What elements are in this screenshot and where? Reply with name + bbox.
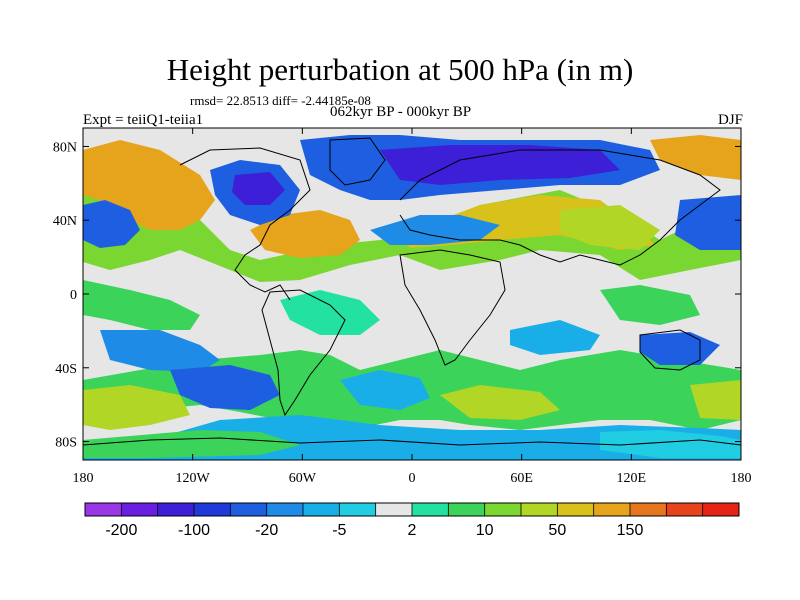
antarctic-turquoise — [600, 430, 741, 458]
lon-tick-label: 120E — [617, 471, 647, 486]
north-america-coast — [179, 147, 311, 301]
us-orange-anomaly — [250, 210, 360, 258]
colorbar-label: -20 — [255, 522, 278, 539]
colorbar-swatch — [666, 503, 704, 516]
colorbar-swatch — [85, 503, 122, 516]
colorbar-swatch — [521, 503, 558, 516]
season-label: DJF — [717, 112, 743, 128]
colorbar-swatch — [194, 503, 231, 516]
colorbar-label: 50 — [548, 522, 566, 539]
sh-blue-left — [100, 330, 220, 372]
lon-tick-label: 60W — [289, 471, 317, 486]
tropical-green-patch-3 — [600, 285, 700, 325]
lat-tick-label: 40S — [55, 362, 77, 377]
colorbar-swatch — [593, 503, 631, 516]
africa-coast — [399, 249, 506, 366]
longitude-axis: 180 120W 60W 0 60E 120E 180 — [73, 128, 752, 486]
page-title: Height perturbation at 500 hPa (in m) — [166, 52, 634, 87]
sh-yellow-left — [83, 385, 190, 430]
field-contours — [83, 135, 741, 460]
colorbar-swatch — [157, 503, 195, 516]
coastlines — [83, 137, 741, 446]
colorbar-swatch — [339, 503, 377, 516]
colorbar-swatch — [412, 503, 449, 516]
colorbar-swatch — [702, 503, 740, 516]
sh-yellow-right — [690, 380, 741, 420]
antarctic-green-strip — [83, 430, 300, 458]
colorbar-swatch — [375, 503, 413, 516]
lat-tick-label: 40N — [53, 214, 77, 229]
lon-tick-label: 180 — [731, 471, 752, 486]
colorbar-label: -200 — [105, 522, 137, 539]
experiment-label: Expt = teiiQ1-teiia1 — [83, 112, 204, 128]
sh-yellow-mid — [440, 385, 560, 420]
rmsd-subtitle: rmsd= 22.8513 diff= -2.44185e-08 — [190, 93, 371, 108]
colorbar-swatch — [484, 503, 522, 516]
sh-blue-south-pacific — [170, 365, 280, 410]
colorbar-label: 150 — [617, 522, 644, 539]
lon-tick-label: 180 — [73, 471, 94, 486]
colorbar-label: -5 — [332, 522, 346, 539]
lat-tick-label: 0 — [70, 288, 77, 303]
colorbar-label: 2 — [408, 522, 417, 539]
asia-green-patch — [560, 205, 660, 250]
lat-tick-label: 80S — [55, 436, 77, 451]
map-plot-area — [82, 127, 742, 461]
pacific-low-right — [675, 195, 741, 250]
tropical-green-patch-2 — [280, 290, 380, 335]
colorbar-swatch — [557, 503, 595, 516]
colorbar-swatch — [230, 503, 268, 516]
eurasia-coast — [399, 149, 721, 266]
tropical-green-patch-1 — [83, 280, 200, 330]
lon-tick-label: 0 — [409, 471, 416, 486]
colorbar-swatch — [303, 503, 340, 516]
colorbar-label: -100 — [178, 522, 210, 539]
colorbar: -200 -100 -20 -5 2 10 50 150 — [84, 502, 740, 539]
lat-tick-label: 80N — [53, 140, 77, 155]
lon-tick-label: 120W — [176, 471, 211, 486]
greenland-coast — [329, 137, 386, 186]
period-label: 062kyr BP - 000kyr BP — [330, 104, 472, 120]
antarctica-coast — [83, 437, 741, 446]
arctic-orange-right — [650, 135, 741, 180]
south-america-coast — [261, 289, 346, 417]
colorbar-swatch — [266, 503, 304, 516]
arctic-dark-core — [380, 145, 620, 185]
sh-blue-indian — [510, 320, 600, 355]
colorbar-swatch — [630, 503, 667, 516]
colorbar-swatch — [121, 503, 159, 516]
latitude-axis: 80N 40N 0 40S 80S — [53, 140, 741, 451]
lon-tick-label: 60E — [510, 471, 533, 486]
sh-blue-south-atlantic — [340, 370, 430, 410]
australia-coast — [639, 329, 701, 371]
nh-positive-band — [83, 160, 741, 282]
colorbar-swatch — [448, 503, 486, 516]
atlantic-blue-belt — [370, 215, 500, 245]
colorbar-label: 10 — [476, 522, 494, 539]
hudson-dark-core — [232, 172, 285, 205]
pacific-low-left — [83, 200, 140, 248]
colorbar-frame — [84, 502, 740, 517]
